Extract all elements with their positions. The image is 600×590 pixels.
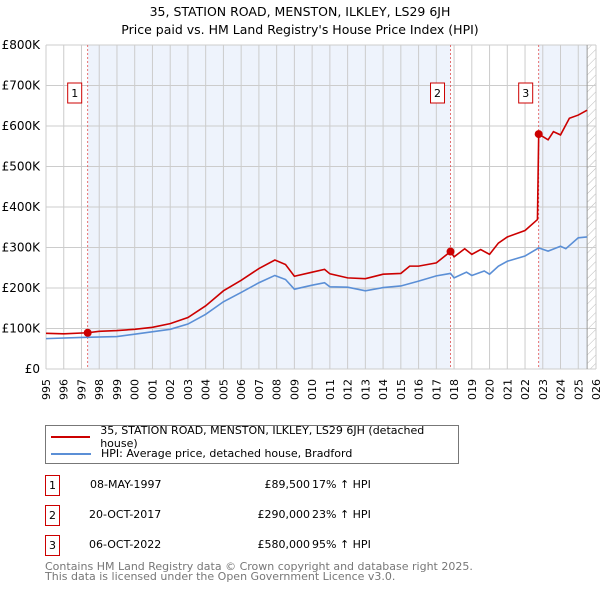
legend: 35, STATION ROAD, MENSTON, ILKLEY, LS29 … — [45, 423, 459, 464]
x-tick-label: 2014 — [377, 379, 390, 400]
sale-label-box — [518, 82, 534, 104]
x-tick-label: 2007 — [253, 379, 266, 400]
y-tick-label: £600K — [2, 119, 42, 133]
x-tick-label: 2019 — [466, 379, 479, 400]
footer-licence: This data is licensed under the Open Gov… — [45, 570, 396, 583]
legend-label-property: 35, STATION ROAD, MENSTON, ILKLEY, LS29 … — [100, 423, 425, 450]
sale-date: 06-OCT-2022 — [89, 538, 162, 551]
y-tick-label: £0 — [25, 362, 40, 376]
y-tick-label: £400K — [2, 200, 42, 214]
chart-subtitle: Price paid vs. HM Land Registry's House … — [121, 22, 479, 37]
y-tick-label: £700K — [2, 79, 42, 93]
legend-swatch-property — [51, 435, 91, 438]
y-tick-label: £300K — [2, 241, 42, 255]
sale-hpi: 23% ↑ HPI — [312, 508, 371, 521]
sale-point — [534, 130, 543, 139]
x-tick-label: 2005 — [217, 379, 230, 400]
sale-row: 1 08-MAY-1997 £89,500 17% ↑ HPI — [45, 475, 465, 496]
legend-swatch-hpi — [51, 452, 91, 455]
y-tick-label: £200K — [2, 281, 42, 295]
x-tick-label: 2009 — [288, 379, 301, 400]
chart: 1995 1996 1997 1998 1999 2000 2001 2002 2003 2004… — [2, 38, 600, 400]
sale-label: 2 — [434, 87, 441, 100]
x-tick-label: 1996 — [58, 379, 71, 400]
footer-copyright: Contains HM Land Registry data © Crown c… — [45, 560, 473, 573]
x-tick-label: 2020 — [484, 379, 497, 400]
sale-point — [83, 328, 92, 337]
x-tick-label: 2001 — [146, 379, 159, 400]
x-tick-label: 2025 — [572, 379, 585, 400]
x-tick-label: 2024 — [555, 379, 568, 400]
x-tick-label: 2011 — [324, 379, 337, 400]
x-tick-label: 2016 — [413, 379, 426, 400]
x-tick-label: 2004 — [200, 379, 213, 400]
x-tick-label: 2000 — [129, 379, 142, 400]
x-tick-label: 2017 — [430, 379, 443, 400]
sale-row: 3 06-OCT-2022 £580,000 95% ↑ HPI — [45, 535, 465, 556]
x-tick-label: 2012 — [342, 379, 355, 400]
sale-hpi: 17% ↑ HPI — [312, 478, 371, 491]
sale-label-box — [67, 82, 83, 104]
y-tick-label: £800K — [2, 38, 42, 52]
sale-price: £580,000 — [257, 538, 311, 551]
x-tick-label: 1999 — [111, 379, 124, 400]
sale-hpi: 95% ↑ HPI — [312, 538, 371, 551]
sale-label-box — [430, 82, 446, 104]
sale-date: 20-OCT-2017 — [89, 508, 162, 521]
x-tick-label: 2018 — [448, 379, 461, 400]
x-tick-label: 2026 — [590, 379, 600, 400]
sale-marker-badge: 2 — [45, 505, 60, 526]
x-tick-label: 2010 — [306, 379, 319, 400]
chart-title: 35, STATION ROAD, MENSTON, ILKLEY, LS29 … — [149, 4, 451, 19]
x-tick-label: 2015 — [395, 379, 408, 400]
sale-label: 3 — [522, 87, 529, 100]
y-tick-label: £500K — [2, 160, 42, 174]
x-tick-label: 1995 — [40, 379, 53, 400]
sale-price: £89,500 — [264, 478, 311, 491]
hpi-line — [45, 236, 588, 340]
x-tick-label: 2003 — [182, 379, 195, 400]
sale-price: £290,000 — [257, 508, 311, 521]
x-tick-label: 2013 — [359, 379, 372, 400]
x-tick-label: 2002 — [164, 379, 177, 400]
x-tick-label: 2008 — [271, 379, 284, 400]
x-tick-label: 1998 — [93, 379, 106, 400]
sale-marker-badge: 1 — [45, 475, 60, 496]
sale-date: 08-MAY-1997 — [90, 478, 162, 491]
x-tick-label: 2006 — [235, 379, 248, 400]
x-tick-label: 1997 — [75, 379, 88, 400]
property-price-line — [45, 109, 588, 335]
sale-row: 2 20-OCT-2017 £290,000 23% ↑ HPI — [45, 505, 465, 526]
sale-point — [446, 247, 455, 256]
sale-marker-badge: 3 — [45, 535, 60, 556]
sale-label: 1 — [71, 87, 78, 100]
x-tick-label: 2023 — [537, 379, 550, 400]
y-tick-label: £100K — [2, 322, 42, 336]
legend-label-hpi: HPI: Average price, detached house, Brad… — [101, 447, 353, 460]
x-tick-label: 2021 — [501, 379, 514, 400]
x-tick-label: 2022 — [519, 379, 532, 400]
